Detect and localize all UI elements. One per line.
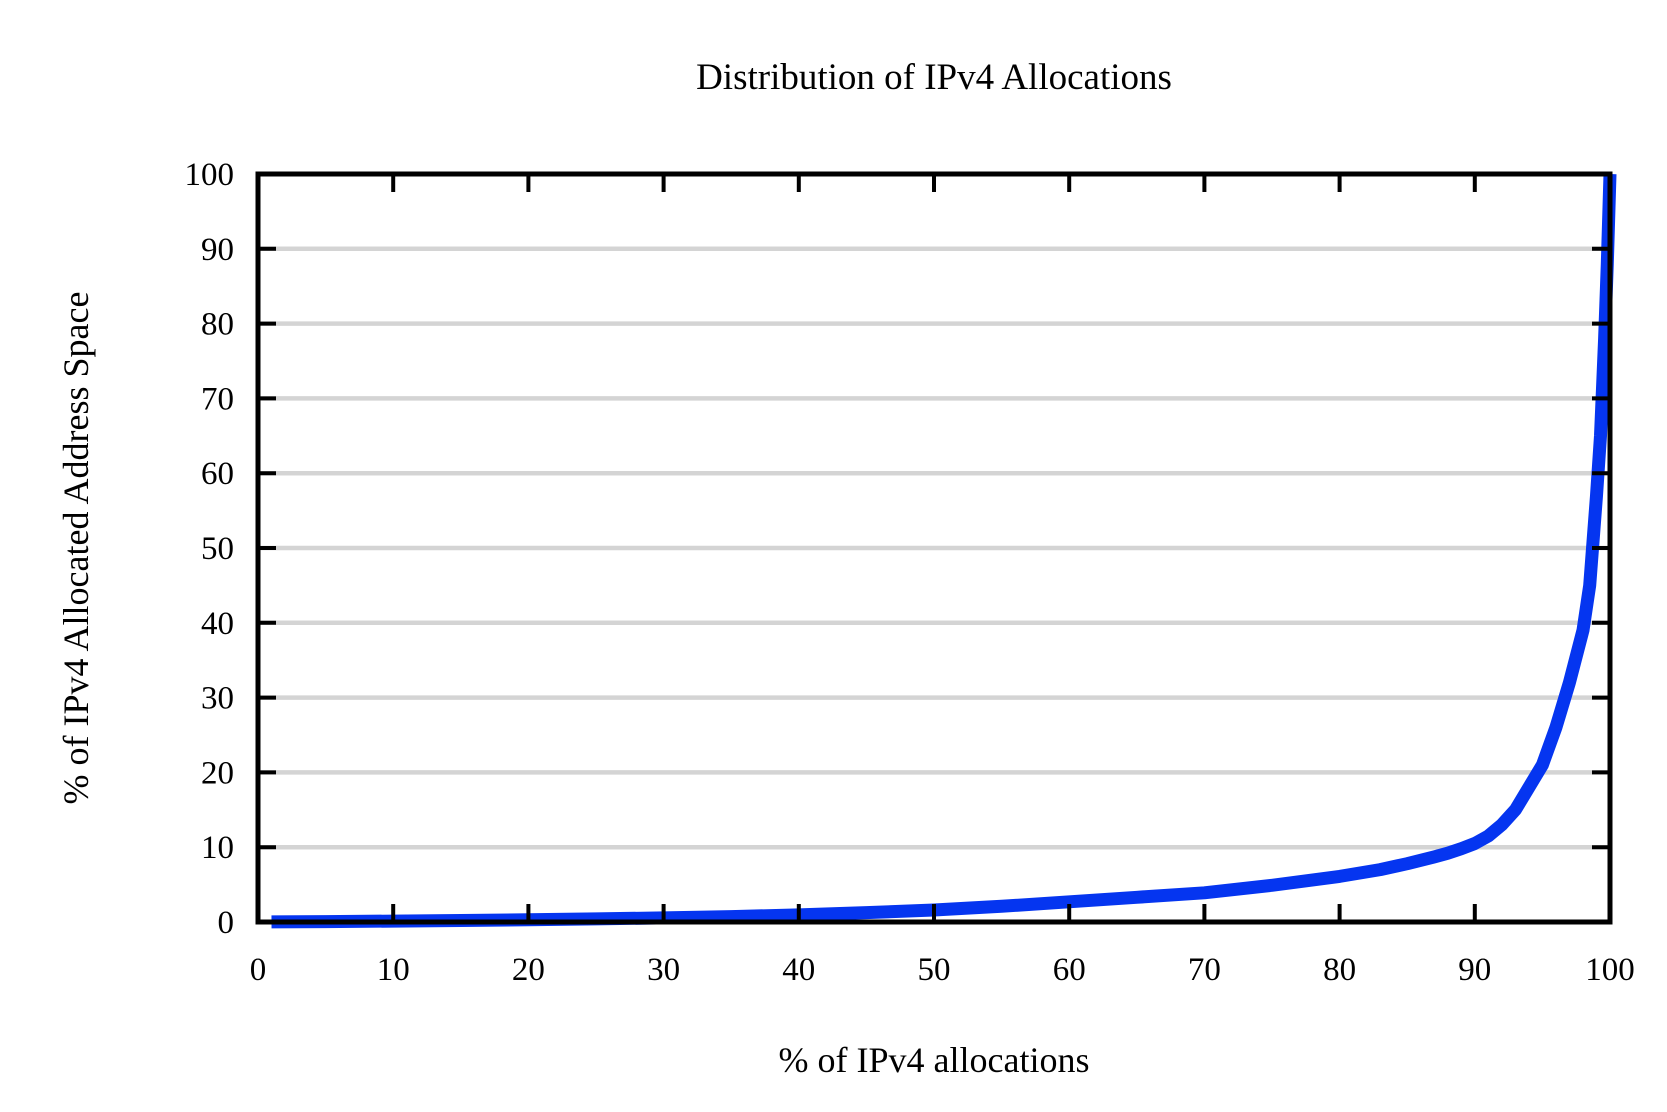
y-tick-label-40: 40 [201,606,234,642]
y-axis-label: % of IPv4 Allocated Address Space [56,292,96,805]
x-tick-label-60: 60 [1053,952,1086,988]
chart-title: Distribution of IPv4 Allocations [696,57,1172,98]
gridlines [258,246,1610,850]
x-axis-label: % of IPv4 allocations [779,1040,1090,1080]
y-tick-label-60: 60 [201,456,234,492]
x-tick-label-50: 50 [918,952,951,988]
axis-ticks [258,174,1610,922]
y-tick-label-30: 30 [201,681,234,717]
y-tick-label-50: 50 [201,531,234,567]
y-tick-labels: 0 10 20 30 40 50 60 70 80 90 100 [185,157,235,941]
x-tick-label-10: 10 [377,952,410,988]
y-tick-label-10: 10 [201,830,234,866]
x-tick-label-20: 20 [512,952,545,988]
y-tick-label-100: 100 [185,157,235,193]
x-tick-label-40: 40 [782,952,815,988]
y-tick-label-90: 90 [201,232,234,268]
x-tick-label-80: 80 [1323,952,1356,988]
x-tick-labels: 0 10 20 30 40 50 60 70 80 90 100 [250,952,1635,988]
y-tick-label-70: 70 [201,381,234,417]
y-tick-label-80: 80 [201,307,234,343]
x-tick-label-90: 90 [1458,952,1491,988]
x-tick-label-70: 70 [1188,952,1221,988]
y-tick-label-20: 20 [201,755,234,791]
y-tick-label-0: 0 [218,905,235,941]
x-tick-label-100: 100 [1585,952,1635,988]
x-tick-label-30: 30 [647,952,680,988]
x-tick-label-0: 0 [250,952,267,988]
